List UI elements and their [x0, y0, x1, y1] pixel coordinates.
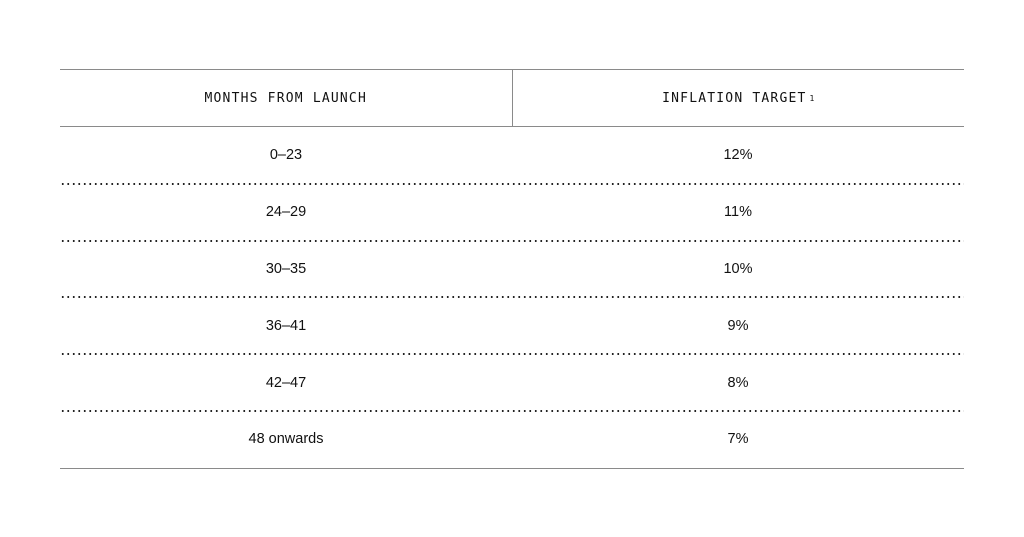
target-cell: 12% — [723, 147, 753, 164]
header-inflation-target: INFLATION TARGET 1 — [513, 70, 965, 126]
months-cell: 0–23 — [269, 147, 303, 164]
table-row: 42–47 8% — [60, 353, 964, 411]
months-cell: 48 onwards — [248, 431, 324, 448]
target-cell: 7% — [727, 431, 749, 448]
inflation-schedule-table: MONTHS FROM LAUNCH INFLATION TARGET 1 0–2… — [60, 69, 964, 469]
target-cell: 8% — [727, 374, 749, 391]
table-row: 36–41 9% — [60, 296, 964, 354]
table-row: 24–29 11% — [60, 182, 964, 241]
table-row: 30–35 10% — [60, 239, 964, 298]
months-cell: 42–47 — [265, 374, 307, 391]
table-row: 0–23 12% — [60, 127, 964, 184]
header-inflation-label: INFLATION TARGET — [662, 90, 807, 106]
months-cell: 30–35 — [265, 260, 307, 277]
target-cell: 11% — [724, 204, 752, 221]
table-body: 0–23 12% 24–29 11% 30–35 10% 36–41 9% 42… — [60, 127, 964, 469]
footnote-marker: 1 — [809, 93, 815, 103]
table-row: 48 onwards 7% — [60, 409, 964, 468]
header-months-from-launch: MONTHS FROM LAUNCH — [60, 70, 513, 126]
target-cell: 9% — [727, 317, 749, 334]
months-cell: 24–29 — [265, 204, 307, 221]
header-months-label: MONTHS FROM LAUNCH — [204, 90, 367, 106]
table-header: MONTHS FROM LAUNCH INFLATION TARGET 1 — [60, 69, 964, 127]
months-cell: 36–41 — [265, 317, 307, 334]
target-cell: 10% — [723, 260, 753, 277]
